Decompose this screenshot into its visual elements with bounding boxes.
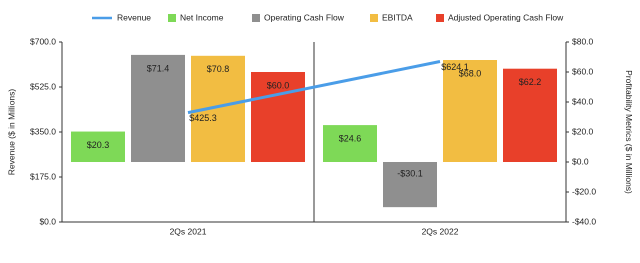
y2-tick-label: $60.0	[572, 66, 594, 76]
legend-swatch	[370, 14, 378, 22]
bar	[383, 162, 437, 208]
y-tick-label: $700.0	[30, 36, 56, 46]
value-label: $70.8	[207, 64, 230, 74]
y2-axis-title: Profitability Metrics ($ in Millions)	[624, 70, 634, 194]
y-axis-title: Revenue ($ in Millions)	[6, 89, 16, 176]
value-label: $68.0	[459, 68, 482, 78]
bar	[131, 54, 185, 162]
y2-tick-label: $0.0	[572, 156, 589, 166]
legend-swatch	[168, 14, 176, 22]
legend-label: Operating Cash Flow	[264, 12, 345, 22]
line	[187, 60, 441, 115]
value-label: $71.4	[147, 63, 170, 73]
bar	[251, 72, 305, 162]
x-tick-label: 2Qs 2022	[422, 226, 459, 236]
y2-tick-label: $40.0	[572, 96, 594, 106]
y-tick-label: $175.0	[30, 171, 56, 181]
legend-swatch	[436, 14, 444, 22]
y-tick-label: $525.0	[30, 81, 56, 91]
bar	[71, 131, 125, 162]
y2-tick-label: $80.0	[572, 36, 594, 46]
y2-tick-label: -$40.0	[572, 216, 596, 226]
legend-label: Net Income	[180, 12, 224, 22]
y2-tick-label: -$20.0	[572, 186, 596, 196]
bar	[443, 60, 497, 162]
value-label: $624.1	[441, 62, 469, 72]
y-tick-label: $350.0	[30, 126, 56, 136]
value-label: $20.3	[87, 140, 110, 150]
value-label: $62.2	[519, 77, 542, 87]
legend-label: Adjusted Operating Cash Flow	[448, 12, 564, 22]
y2-tick-label: $20.0	[572, 126, 594, 136]
y-tick-label: $0.0	[39, 216, 56, 226]
value-label: -$30.1	[397, 168, 423, 178]
legend-swatch	[252, 14, 260, 22]
x-tick-label: 2Qs 2021	[170, 226, 207, 236]
legend-label: Revenue	[117, 12, 151, 22]
value-label: $425.3	[189, 113, 217, 123]
bar	[323, 125, 377, 162]
value-label: $24.6	[339, 133, 362, 143]
bar	[503, 68, 557, 162]
value-label: $60.0	[267, 80, 290, 90]
legend-label: EBITDA	[382, 12, 413, 22]
